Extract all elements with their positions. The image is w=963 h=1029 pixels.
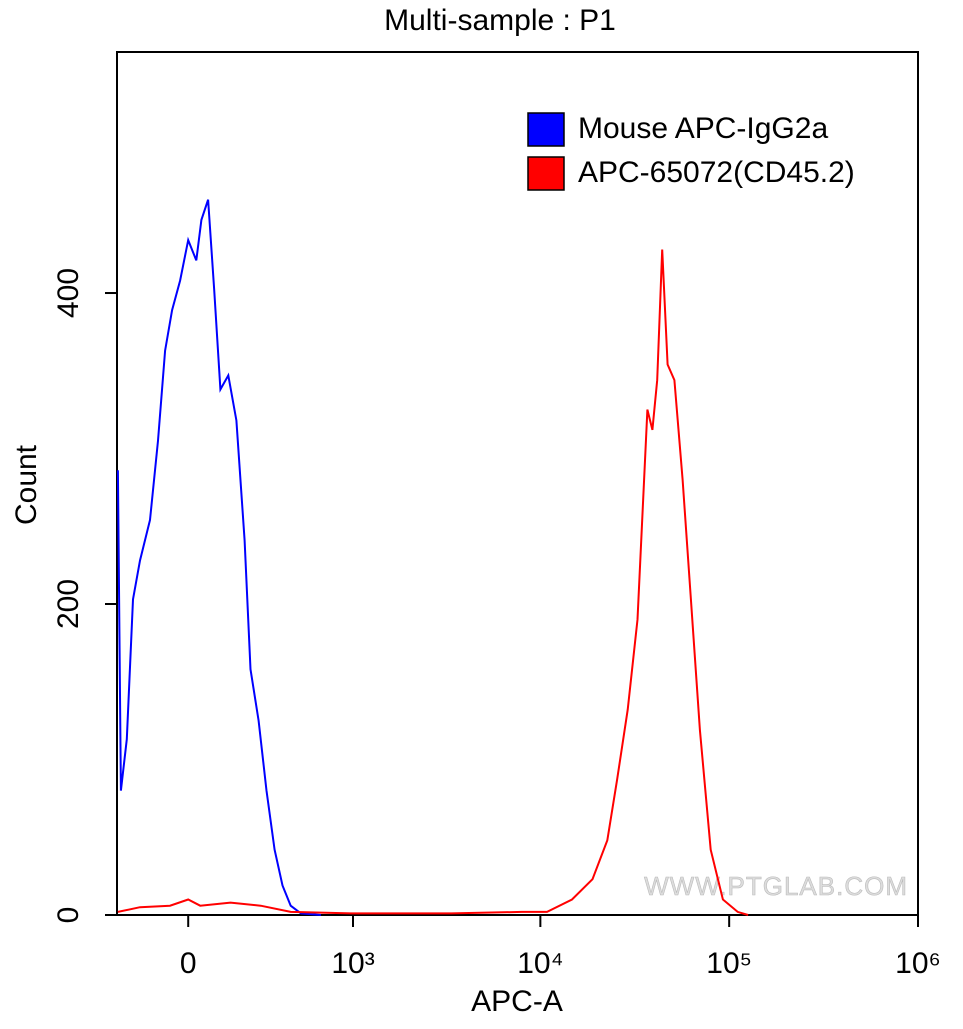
legend-label: Mouse APC-IgG2a [578, 112, 828, 145]
x-axis-label: APC-A [471, 985, 563, 1018]
chart-title: Multi-sample : P1 [384, 4, 616, 37]
histogram-line [116, 199, 321, 916]
legend-label: APC-65072(CD45.2) [578, 156, 855, 189]
y-tick-label: 0 [52, 907, 85, 924]
y-tick-label: 200 [52, 579, 85, 629]
y-axis-label: Count [10, 444, 43, 525]
x-tick-label: 0 [180, 947, 197, 980]
plot-frame [116, 51, 919, 916]
watermark: WWW.PTGLAB.COM [644, 871, 908, 901]
x-tick-label: 10⁶ [895, 947, 941, 980]
y-tick-label: 400 [52, 268, 85, 318]
x-tick-label: 10⁵ [706, 947, 752, 980]
histogram-line [117, 249, 749, 916]
legend-swatch [527, 112, 565, 147]
legend-swatch [527, 156, 565, 191]
x-tick-label: 10³ [331, 947, 374, 980]
x-tick-label: 10⁴ [517, 947, 563, 980]
